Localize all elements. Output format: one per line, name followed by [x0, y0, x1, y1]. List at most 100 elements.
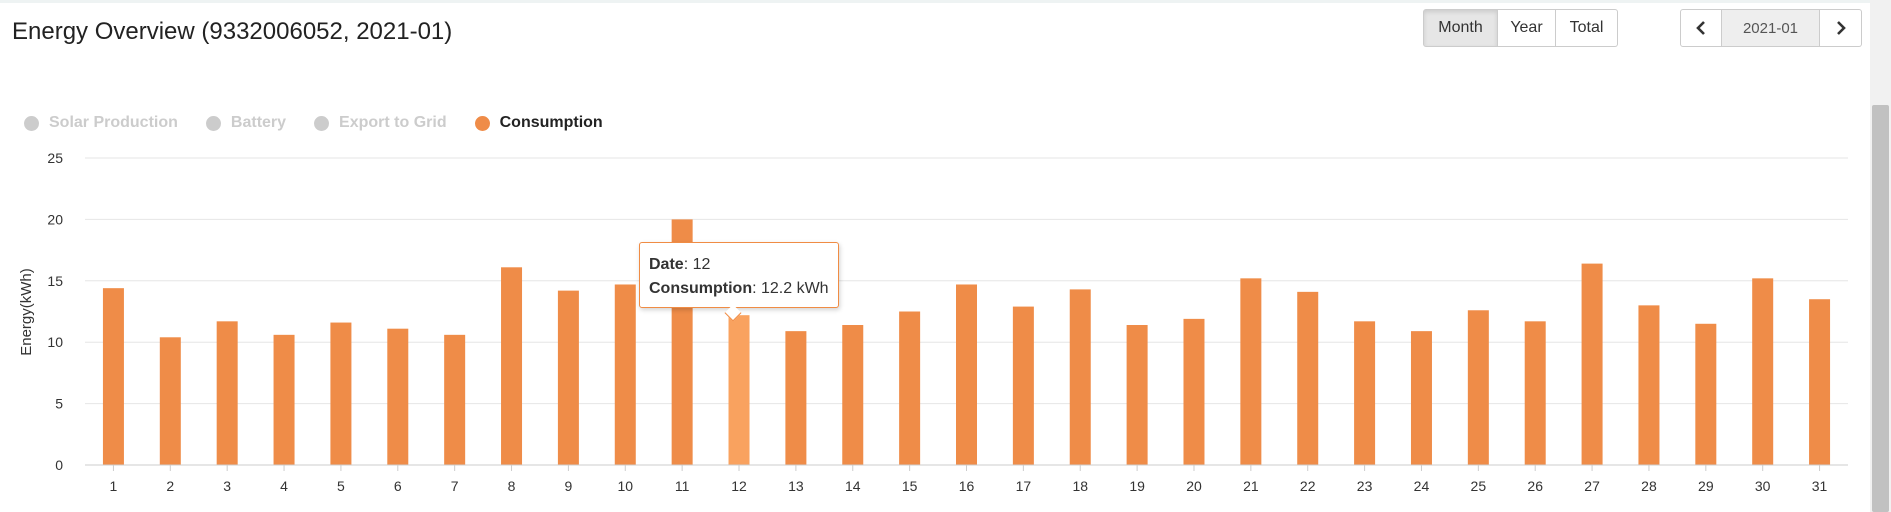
- bar[interactable]: [1012, 306, 1034, 465]
- tooltip-date-row: Date: 12: [649, 256, 711, 273]
- scrollbar-thumb[interactable]: [1872, 105, 1889, 512]
- x-tick-label: 15: [902, 478, 918, 494]
- x-tick-label: 16: [959, 478, 975, 494]
- legend-item-solar-production[interactable]: Solar Production: [24, 114, 178, 132]
- y-tick-label: 5: [55, 396, 63, 412]
- bar[interactable]: [785, 331, 807, 465]
- bar[interactable]: [1809, 299, 1831, 465]
- bar[interactable]: [1752, 278, 1774, 465]
- x-tick-label: 21: [1243, 478, 1259, 494]
- bar[interactable]: [1240, 278, 1262, 465]
- bar[interactable]: [1297, 291, 1319, 465]
- y-tick-label: 10: [47, 334, 63, 350]
- bar[interactable]: [1581, 263, 1603, 465]
- x-tick-label: 14: [845, 478, 861, 494]
- x-tick-label: 20: [1186, 478, 1202, 494]
- x-tick-label: 25: [1471, 478, 1487, 494]
- axis-layer: 0 5 10 15 20 25 1 2 3 4 5 6 7 8 9 10 11 12 13 14 15 16 17 18 19 2…: [47, 150, 1848, 494]
- x-tick-label: 8: [508, 478, 516, 494]
- y-tick-label: 20: [47, 211, 63, 227]
- x-tick-label: 26: [1527, 478, 1543, 494]
- x-tick-label: 23: [1357, 478, 1373, 494]
- bar[interactable]: [102, 288, 124, 465]
- previous-period-button[interactable]: [1680, 9, 1722, 47]
- x-tick-label: 22: [1300, 478, 1316, 494]
- x-tick-label: 3: [223, 478, 231, 494]
- legend-dot-icon: [24, 115, 39, 131]
- tooltip-date-value: 12: [692, 256, 711, 273]
- bar[interactable]: [899, 311, 921, 466]
- bar[interactable]: [273, 334, 295, 465]
- year-button[interactable]: Year: [1498, 9, 1556, 47]
- legend-dot-icon: [205, 115, 221, 131]
- chart-legend: Solar Production Battery Export to Grid …: [24, 114, 631, 132]
- legend-label: Battery: [230, 114, 287, 131]
- x-tick-label: 4: [280, 478, 288, 494]
- x-tick-label: 9: [565, 478, 573, 494]
- bar[interactable]: [1695, 323, 1717, 465]
- y-axis-label: Energy(kWh): [18, 268, 35, 356]
- x-tick-label: 2: [166, 478, 174, 494]
- y-tick-label: 0: [55, 457, 63, 473]
- period-display[interactable]: 2021-01: [1722, 9, 1820, 47]
- x-tick-label: 11: [675, 478, 690, 494]
- tooltip-value-row: Consumption: 12.2 kWh: [649, 280, 829, 297]
- bar[interactable]: [1183, 318, 1205, 465]
- x-tick-label: 6: [394, 478, 402, 494]
- x-tick-label: 28: [1641, 478, 1657, 494]
- total-button[interactable]: Total: [1556, 9, 1618, 47]
- x-tick-label: 12: [731, 478, 747, 494]
- tooltip-date-label: Date: [649, 256, 684, 273]
- x-tick-label: 24: [1414, 478, 1430, 494]
- chevron-right-icon: [1836, 21, 1846, 35]
- period-navigator: 2021-01: [1680, 9, 1862, 47]
- x-tick-label: 31: [1812, 478, 1828, 494]
- month-button[interactable]: Month: [1423, 9, 1498, 47]
- legend-item-consumption[interactable]: Consumption: [474, 114, 603, 132]
- legend-label: Solar Production: [49, 114, 178, 131]
- range-selector: Month Year Total: [1423, 9, 1618, 47]
- x-tick-label: 30: [1755, 478, 1771, 494]
- y-tick-label: 15: [47, 273, 63, 289]
- x-tick-label: 10: [617, 478, 633, 494]
- bar[interactable]: [1638, 305, 1660, 465]
- bar[interactable]: [1126, 325, 1148, 465]
- legend-item-battery[interactable]: Battery: [205, 114, 287, 132]
- x-tick-label: 7: [451, 478, 459, 494]
- y-tick-label: 25: [47, 150, 63, 166]
- x-tick-label: 13: [788, 478, 804, 494]
- x-tick-label: 17: [1016, 478, 1032, 494]
- x-tick-label: 18: [1072, 478, 1088, 494]
- page-title: Energy Overview (9332006052, 2021-01): [12, 18, 453, 45]
- top-border: [0, 0, 1891, 3]
- data-tooltip: Date: 12 Consumption: 12.2 kWh: [639, 242, 839, 308]
- bar[interactable]: [1524, 321, 1546, 465]
- bar[interactable]: [1467, 310, 1489, 465]
- legend-item-export-to-grid[interactable]: Export to Grid: [314, 114, 447, 132]
- legend-label: Consumption: [499, 114, 603, 131]
- tooltip-series-value: 12.2 kWh: [760, 280, 829, 297]
- bar[interactable]: [1354, 321, 1376, 465]
- bar[interactable]: [387, 328, 409, 465]
- bar[interactable]: [330, 322, 352, 465]
- bar[interactable]: [159, 337, 181, 465]
- chevron-left-icon: [1696, 21, 1705, 35]
- bar[interactable]: [501, 267, 523, 465]
- bar[interactable]: [614, 284, 636, 465]
- bar[interactable]: [216, 321, 238, 465]
- legend-label: Export to Grid: [339, 114, 447, 131]
- bar[interactable]: [956, 284, 977, 465]
- bar[interactable]: [557, 290, 579, 465]
- legend-dot-icon: [474, 115, 490, 131]
- bar[interactable]: [1069, 289, 1091, 465]
- bar[interactable]: [728, 315, 750, 465]
- x-tick-label: 19: [1129, 478, 1145, 494]
- bar[interactable]: [1410, 331, 1432, 465]
- bar[interactable]: [444, 334, 466, 465]
- next-period-button[interactable]: [1820, 9, 1862, 47]
- x-tick-label: 5: [337, 478, 345, 494]
- x-tick-label: 29: [1698, 478, 1714, 494]
- x-tick-label: 27: [1584, 478, 1600, 494]
- bar[interactable]: [842, 325, 864, 465]
